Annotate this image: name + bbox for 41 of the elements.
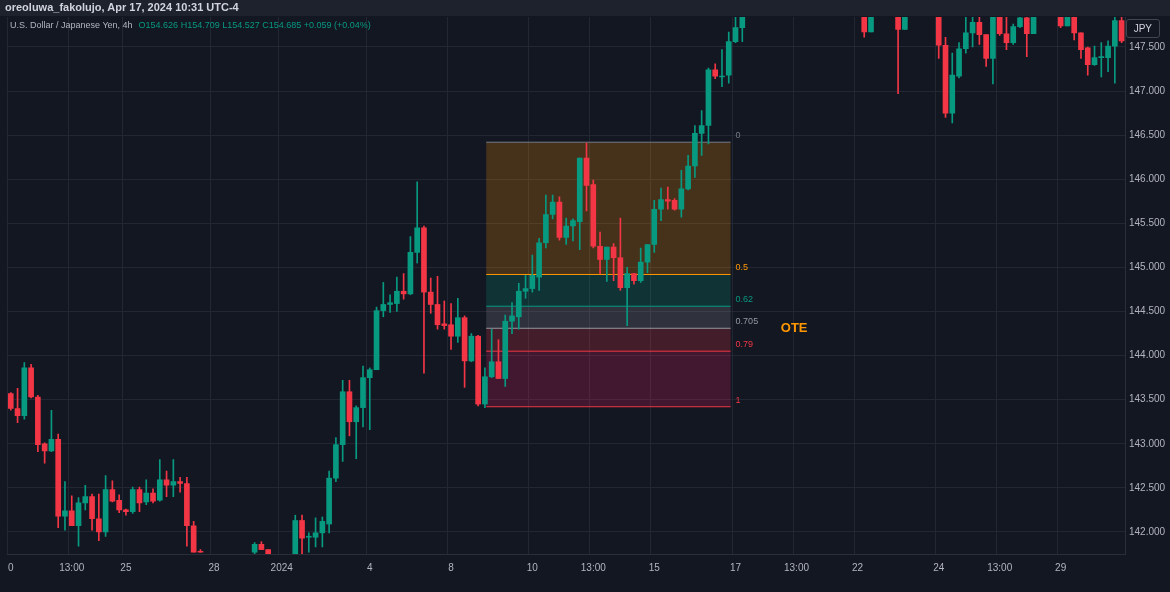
y-tick-label: 143.500 — [1129, 393, 1166, 405]
y-tick-label: 147.000 — [1129, 84, 1166, 96]
x-tick-label: 13:00 — [783, 561, 810, 573]
annotation: 0.5 — [735, 262, 749, 273]
y-tick-label: 143.000 — [1129, 437, 1166, 449]
annotation: 0.705 — [735, 316, 759, 327]
x-tick-label: 17 — [729, 561, 742, 573]
y-tick-label: 142.000 — [1129, 525, 1166, 537]
x-tick-label: 29 — [1055, 561, 1067, 573]
x-tick-label: 28 — [208, 561, 220, 573]
text: oreoluwa_fakolujo, Apr 17, 2024 10:31 UTC-4 — [5, 1, 239, 13]
x-tick-label: 4 — [366, 561, 373, 573]
y-tick-label: 146.500 — [1129, 128, 1166, 140]
y-tick-label: 147.500 — [1129, 40, 1166, 52]
annotation: 1 — [735, 394, 741, 405]
x-tick-label: 13:00 — [59, 561, 85, 573]
y-tick-label: 142.500 — [1129, 481, 1166, 493]
y-tick-label: 145.000 — [1129, 261, 1166, 273]
annotation: 0 — [735, 130, 741, 141]
x-tick-label: 13:00 — [987, 561, 1013, 573]
x-tick-label: 24 — [933, 561, 945, 573]
candlestick — [62, 481, 68, 531]
x-tick-label: 13:00 — [580, 561, 607, 573]
x-tick-label: 0 — [8, 561, 14, 573]
y-tick-label: 146.000 — [1129, 173, 1166, 184]
y-tick-label: 145.500 — [1129, 217, 1166, 229]
text: JPY — [1125, 19, 1160, 38]
x-tick-label: 2024 — [270, 561, 294, 573]
annotation: OTE — [780, 319, 808, 335]
y-tick-label: 144.000 — [1129, 349, 1166, 361]
x-tick-label: 22 — [851, 561, 864, 573]
candlestick — [895, 17, 901, 95]
x-tick-label: 25 — [120, 561, 132, 573]
x-tick-label: 8 — [448, 561, 455, 573]
chart-title: U.S. Dollar / Japanese Yen, 4h — [10, 20, 133, 30]
x-tick-label: 10 — [526, 561, 539, 573]
annotation: 0.62 — [735, 294, 754, 305]
chart-subtitle: O154.626 H154.709 L154.527 C154.685 +0.059 (+0.04%) — [138, 20, 371, 30]
y-tick-label: 144.500 — [1129, 305, 1166, 317]
annotation: 0.79 — [735, 339, 754, 350]
x-tick-label: 15 — [648, 561, 661, 573]
